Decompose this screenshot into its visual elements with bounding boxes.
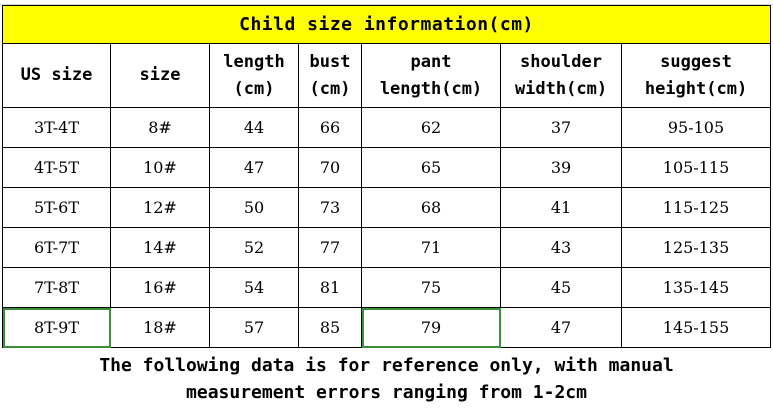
note-line: The following data is for reference only… — [99, 355, 674, 376]
header-text: (cm) — [233, 78, 275, 99]
table-cell: 3T-4T — [2, 107, 111, 148]
table-cell: 85 — [298, 307, 362, 348]
table-cell: 47 — [500, 307, 622, 348]
header-text: length — [223, 51, 285, 72]
table-cell: 52 — [209, 227, 299, 268]
header-text: US size — [20, 65, 93, 85]
header-text: width(cm) — [514, 78, 608, 99]
data-row: 4T-5T 10# 47 70 65 39 105-115 — [2, 147, 772, 188]
table-cell: 62 — [361, 107, 501, 148]
table-cell: 77 — [298, 227, 362, 268]
header-cell: US size — [2, 43, 111, 108]
title-row: Child size information(cm) — [1, 5, 772, 44]
header-text: pant — [410, 51, 452, 72]
table-cell: 45 — [500, 267, 622, 308]
table-cell: 73 — [298, 187, 362, 228]
data-row: 8T-9T 18# 57 85 79 47 145-155 — [2, 307, 772, 348]
header-text: size — [139, 65, 181, 85]
data-row: 5T-6T 12# 50 73 68 41 115-125 — [2, 187, 772, 228]
table-cell: 65 — [361, 147, 501, 188]
table-cell: 79 — [361, 307, 501, 348]
note: The following data is for reference only… — [0, 352, 773, 406]
header-text: suggest — [660, 51, 732, 72]
table-cell: 135-145 — [620, 267, 772, 308]
table-cell: 12# — [110, 187, 210, 228]
table-cell: 145-155 — [620, 307, 772, 348]
header-cell: length (cm) — [209, 43, 299, 108]
header-text: (cm) — [309, 78, 351, 99]
table-cell: 5T-6T — [2, 187, 111, 228]
header-text: length(cm) — [379, 78, 483, 99]
table-cell: 6T-7T — [2, 227, 111, 268]
table-cell: 75 — [361, 267, 501, 308]
table-cell: 105-115 — [620, 147, 772, 188]
header-text: shoulder — [520, 51, 602, 72]
table-cell: 37 — [500, 107, 622, 148]
data-row: 3T-4T 8# 44 66 62 37 95-105 — [2, 107, 772, 148]
table-cell: 81 — [298, 267, 362, 308]
table-cell: 14# — [110, 227, 210, 268]
table-cell: 4T-5T — [2, 147, 111, 188]
table-cell: 10# — [110, 147, 210, 188]
table-cell: 50 — [209, 187, 299, 228]
table-cell: 39 — [500, 147, 622, 188]
header-row: US size size length (cm) bust (cm) pant length(… — [2, 43, 772, 108]
table-cell: 95-105 — [620, 107, 772, 148]
table-cell: 125-135 — [620, 227, 772, 268]
header-cell: size — [110, 43, 210, 108]
table-cell: 18# — [110, 307, 210, 348]
sheet-grid — [0, 0, 773, 5]
table-cell: 57 — [209, 307, 299, 348]
table-cell: 44 — [209, 107, 299, 148]
table-cell: 16# — [110, 267, 210, 308]
table-cell: 71 — [361, 227, 501, 268]
table-cell: 54 — [209, 267, 299, 308]
table-cell: 68 — [361, 187, 501, 228]
header-text: bust — [309, 51, 351, 72]
table-cell: 8T-9T — [2, 307, 111, 348]
table-cell: 7T-8T — [2, 267, 111, 308]
table-cell: 66 — [298, 107, 362, 148]
size-table: Child size information(cm) US size size le… — [1, 5, 772, 348]
note-line: measurement errors ranging from 1-2cm — [186, 382, 587, 403]
table-body: Child size information(cm) US size size le… — [1, 5, 772, 348]
table-cell: 41 — [500, 187, 622, 228]
header-cell: pant length(cm) — [361, 43, 501, 108]
header-text: height(cm) — [644, 78, 748, 99]
table-title: Child size information(cm) — [1, 5, 772, 44]
table-cell: 43 — [500, 227, 622, 268]
data-row: 6T-7T 14# 52 77 71 43 125-135 — [2, 227, 772, 268]
table-cell: 8# — [110, 107, 210, 148]
header-cell: shoulder width(cm) — [500, 43, 622, 108]
data-row: 7T-8T 16# 54 81 75 45 135-145 — [2, 267, 772, 308]
table-cell: 115-125 — [620, 187, 772, 228]
header-cell: suggest height(cm) — [620, 43, 772, 108]
header-cell: bust (cm) — [298, 43, 362, 108]
table-cell: 47 — [209, 147, 299, 188]
table-cell: 70 — [298, 147, 362, 188]
